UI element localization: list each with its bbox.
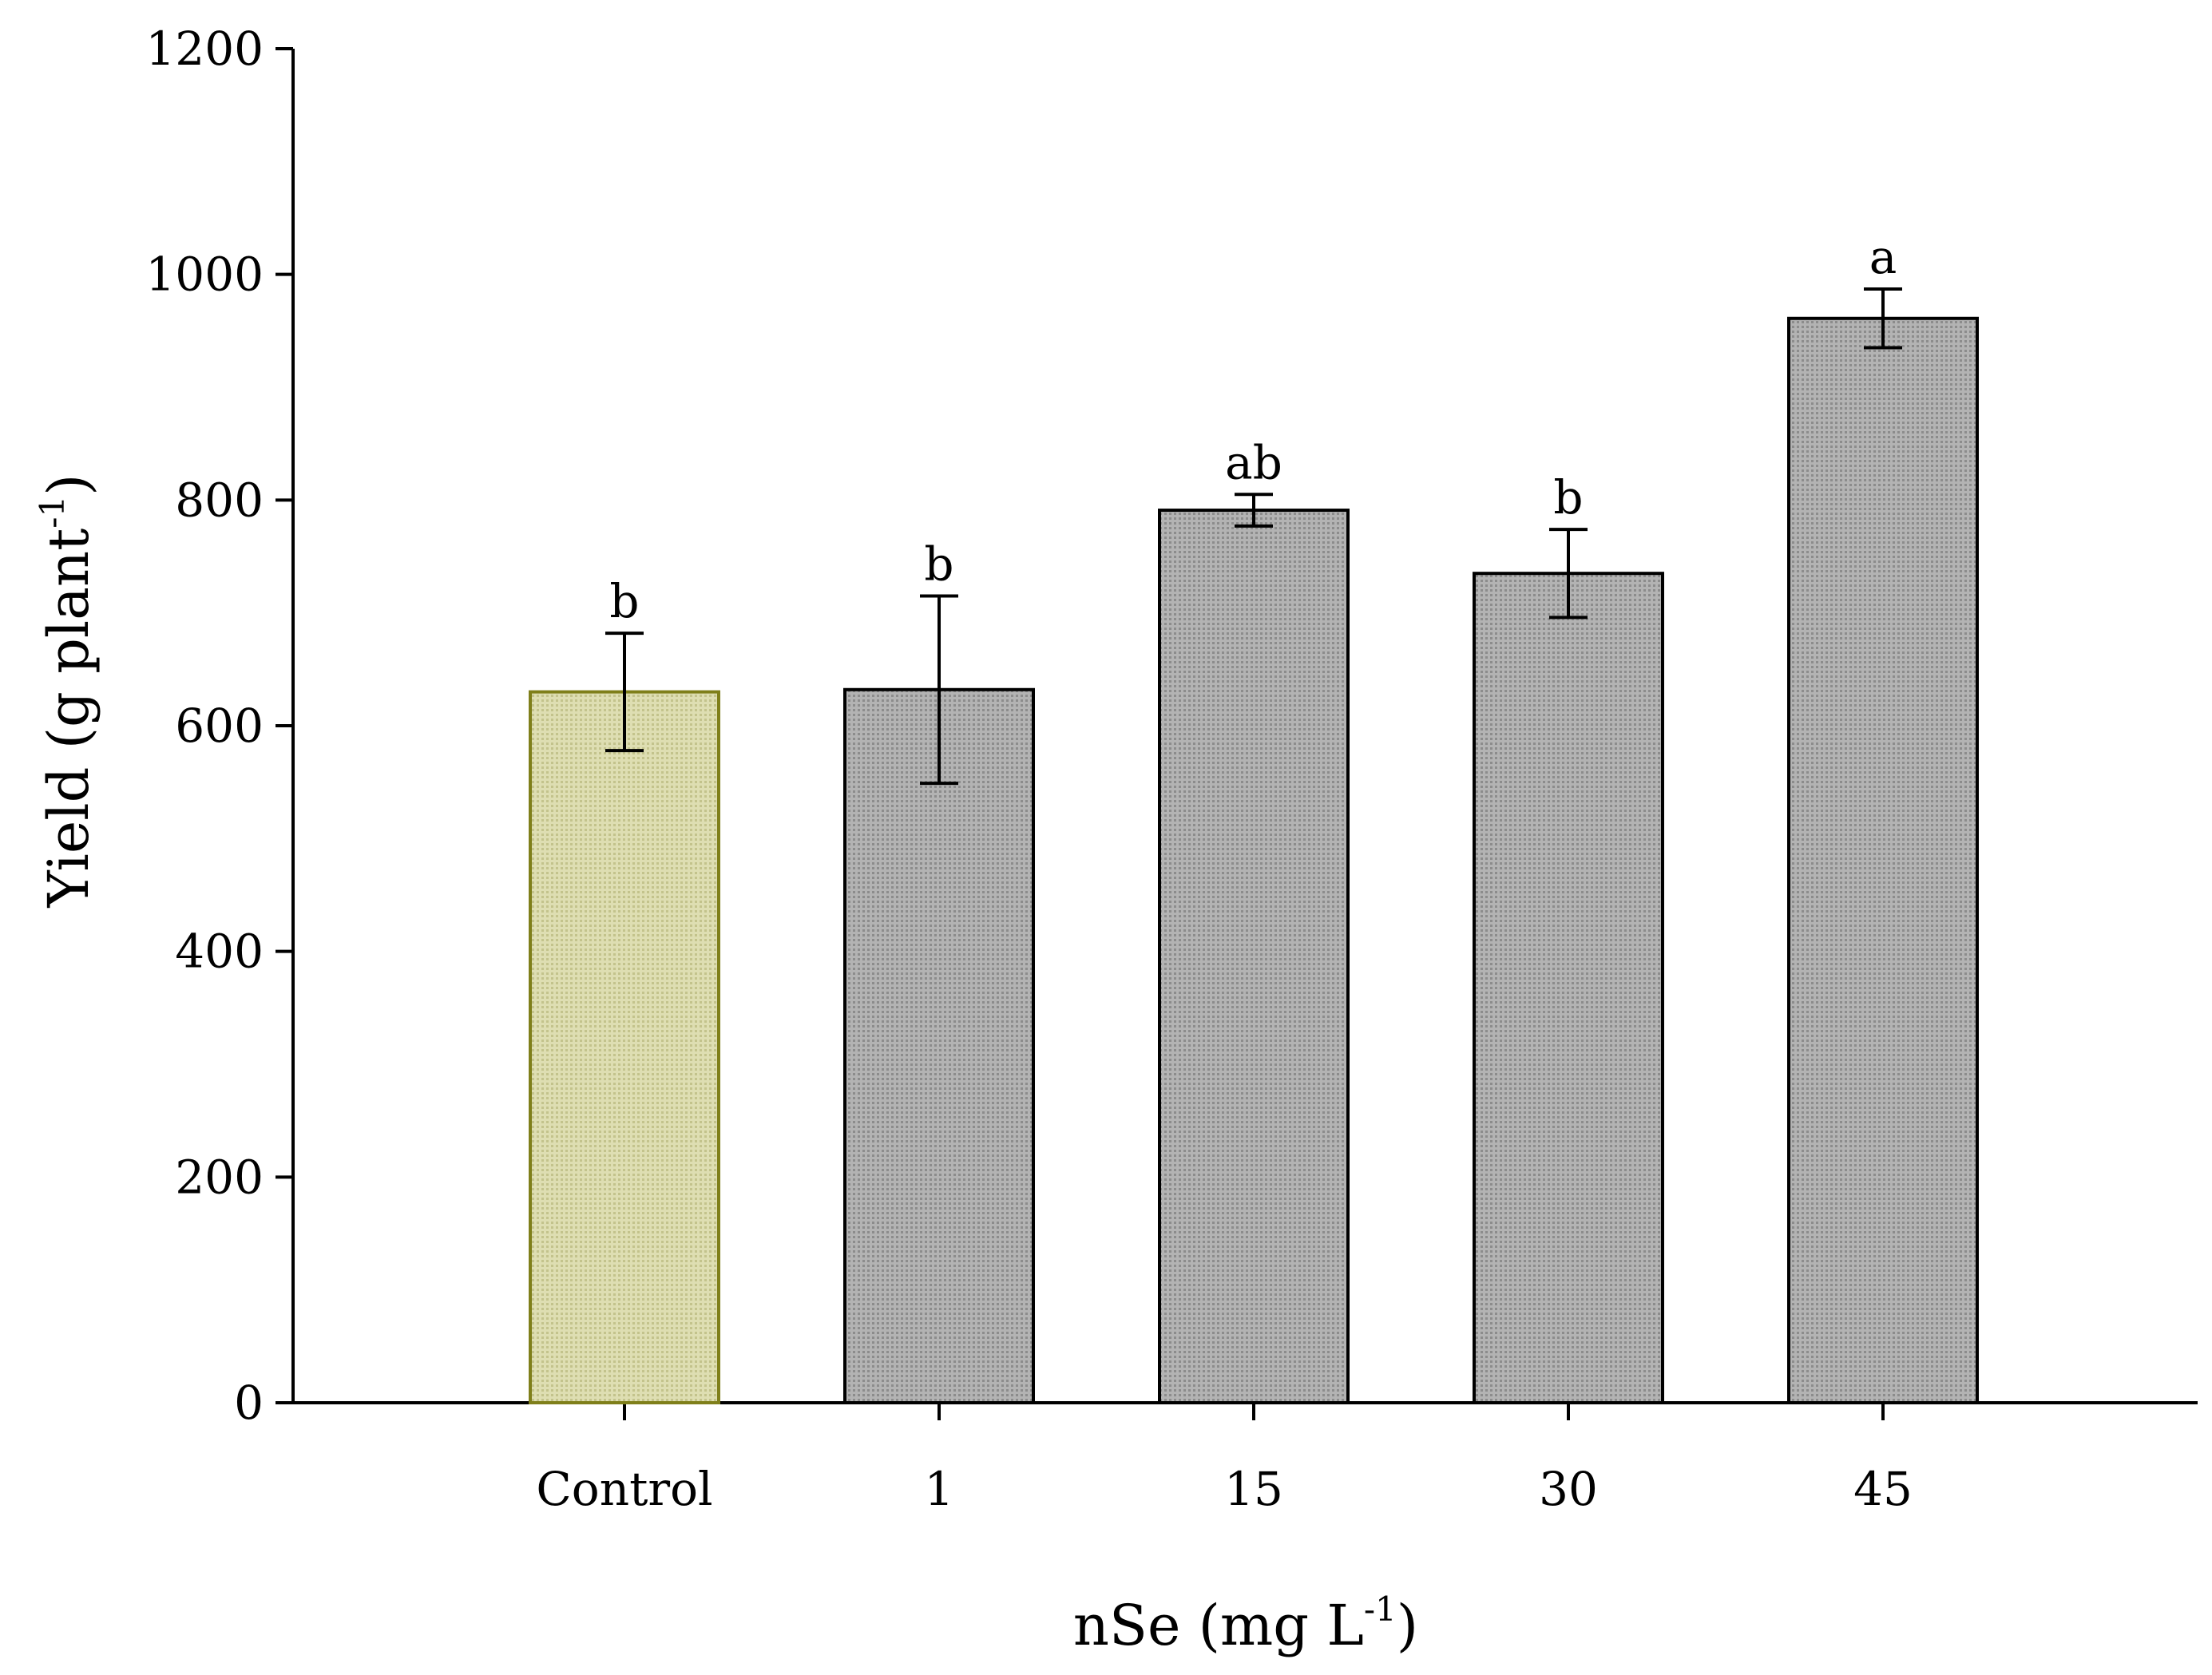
x-tick-label: 30 — [1539, 1462, 1598, 1516]
x-tick-label: 45 — [1853, 1462, 1913, 1516]
y-tick-label: 0 — [234, 1376, 264, 1430]
significance-label: ab — [1225, 435, 1282, 489]
significance-label: a — [1869, 230, 1897, 284]
bar — [843, 687, 1035, 1404]
significance-label: b — [609, 574, 639, 628]
bar — [1787, 316, 1979, 1405]
y-tick-label: 400 — [175, 925, 264, 979]
bar — [1158, 509, 1350, 1404]
y-tick-label: 200 — [175, 1150, 264, 1204]
y-axis-title: Yield (g plant-1) — [33, 474, 101, 909]
y-tick-label: 600 — [175, 699, 264, 753]
significance-label: b — [924, 537, 953, 591]
x-axis-title-close: ) — [1397, 1593, 1418, 1658]
x-axis-title-sup: -1 — [1364, 1590, 1397, 1629]
y-axis-title-sup: -1 — [33, 496, 72, 529]
y-tick-label: 800 — [175, 473, 264, 527]
x-tick-label: 1 — [925, 1462, 954, 1516]
bars: b b ab b a — [529, 230, 1979, 1405]
y-axis-title-close: ) — [36, 474, 101, 496]
y-axis-title-main: Yield (g plant — [36, 529, 101, 909]
y-tick-label: 1000 — [145, 247, 264, 302]
x-axis-title: nSe (mg L-1) — [1073, 1590, 1418, 1658]
x-tick-label: 15 — [1224, 1462, 1283, 1516]
x-axis-title-main: nSe (mg L — [1073, 1593, 1364, 1658]
y-tick-label: 1200 — [145, 22, 264, 76]
x-axis: Control 1 15 30 45 — [276, 1401, 2198, 1516]
bar — [1473, 572, 1664, 1405]
bar — [529, 690, 720, 1404]
x-tick-label: Control — [536, 1462, 712, 1516]
y-axis: 0 200 400 600 800 1000 1200 — [145, 22, 295, 1430]
significance-label: b — [1553, 470, 1583, 525]
